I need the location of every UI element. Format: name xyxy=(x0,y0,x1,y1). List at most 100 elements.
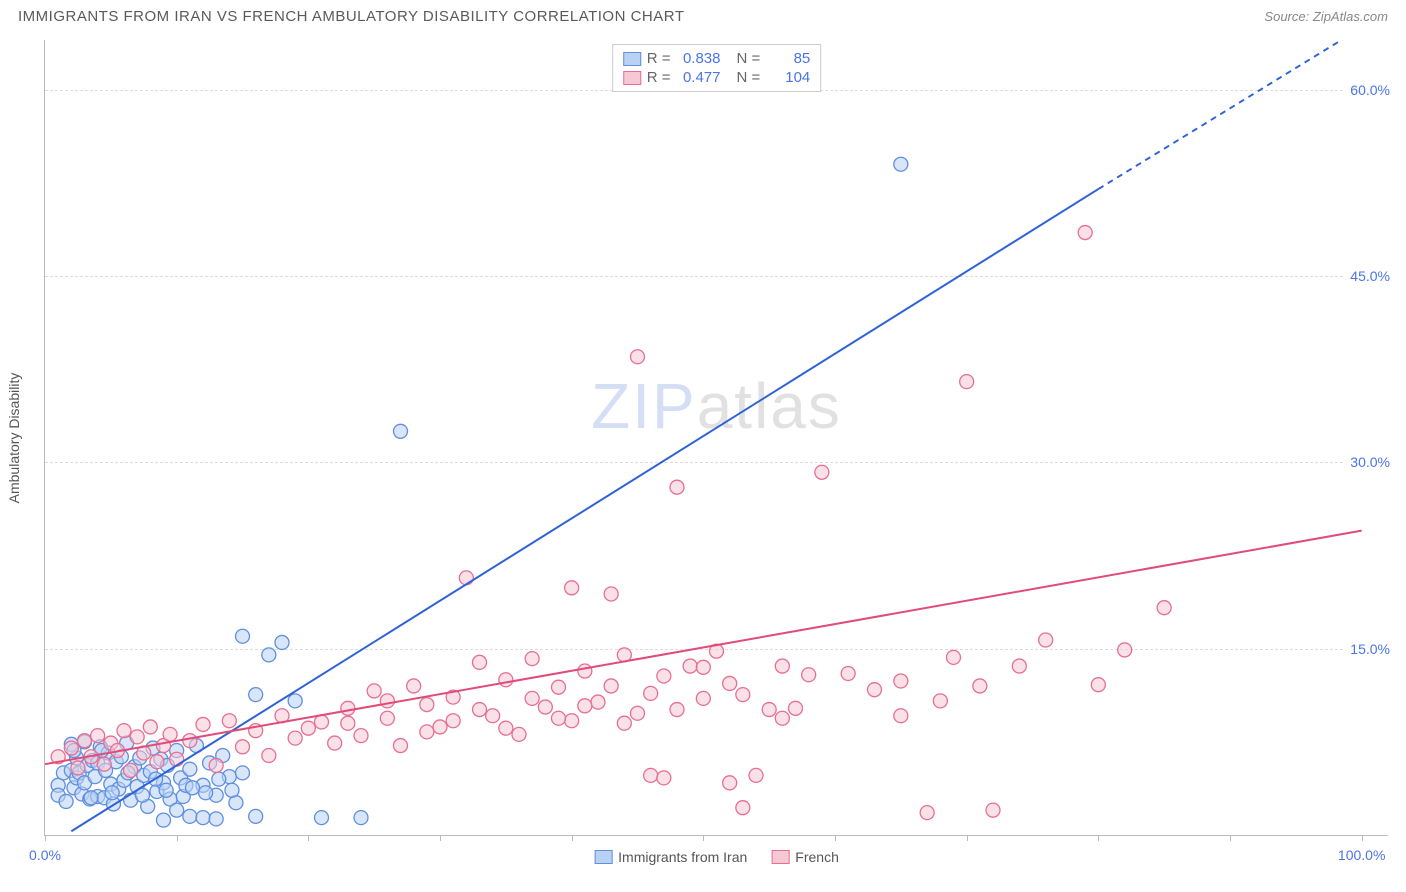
data-point xyxy=(185,781,199,795)
data-point xyxy=(105,786,119,800)
data-point xyxy=(262,648,276,662)
data-point xyxy=(157,813,171,827)
legend-item: French xyxy=(771,849,839,865)
data-point xyxy=(591,695,605,709)
data-point xyxy=(499,673,513,687)
x-tick xyxy=(177,835,178,841)
data-point xyxy=(565,714,579,728)
trend-line xyxy=(45,531,1362,765)
data-point xyxy=(236,766,250,780)
data-point xyxy=(341,716,355,730)
data-point xyxy=(894,709,908,723)
x-tick xyxy=(45,835,46,841)
data-point xyxy=(1039,633,1053,647)
stats-r-label: R = xyxy=(647,50,671,67)
data-point xyxy=(604,679,618,693)
trend-line-extrapolated xyxy=(1098,40,1361,189)
data-point xyxy=(762,703,776,717)
data-point xyxy=(894,674,908,688)
bottom-legend: Immigrants from Iran French xyxy=(594,849,839,865)
data-point xyxy=(124,763,138,777)
data-point xyxy=(249,688,263,702)
data-point xyxy=(71,761,85,775)
data-point xyxy=(407,679,421,693)
data-point xyxy=(960,375,974,389)
data-point xyxy=(552,680,566,694)
data-point xyxy=(696,691,710,705)
data-point xyxy=(775,711,789,725)
data-point xyxy=(170,752,184,766)
data-point xyxy=(538,700,552,714)
data-point xyxy=(367,684,381,698)
data-point xyxy=(183,809,197,823)
data-point xyxy=(275,635,289,649)
plot-area: ZIPatlas R =0.838N =85R =0.477N =104 Imm… xyxy=(44,40,1388,836)
x-tick-label-min: 0.0% xyxy=(29,847,61,863)
data-point xyxy=(288,731,302,745)
x-tick xyxy=(967,835,968,841)
data-point xyxy=(236,740,250,754)
data-point xyxy=(973,679,987,693)
data-point xyxy=(525,652,539,666)
data-point xyxy=(894,157,908,171)
stats-n-label: N = xyxy=(737,50,761,67)
data-point xyxy=(617,716,631,730)
data-point xyxy=(631,706,645,720)
x-tick xyxy=(572,835,573,841)
x-tick xyxy=(308,835,309,841)
data-point xyxy=(84,791,98,805)
data-point xyxy=(736,801,750,815)
data-point xyxy=(196,811,210,825)
data-point xyxy=(775,659,789,673)
legend-label: Immigrants from Iran xyxy=(618,849,747,865)
source-label: Source: xyxy=(1264,9,1309,24)
data-point xyxy=(525,691,539,705)
data-point xyxy=(670,703,684,717)
data-point xyxy=(657,669,671,683)
data-point xyxy=(143,720,157,734)
data-point xyxy=(736,688,750,702)
data-point xyxy=(315,715,329,729)
trend-line xyxy=(71,189,1098,831)
data-point xyxy=(170,803,184,817)
data-point xyxy=(947,650,961,664)
data-point xyxy=(696,660,710,674)
stats-r-value: 0.838 xyxy=(677,50,721,67)
x-tick xyxy=(440,835,441,841)
stats-swatch xyxy=(623,71,641,85)
data-point xyxy=(1091,678,1105,692)
stats-n-value: 85 xyxy=(766,50,810,67)
stats-row: R = 0.838 N = 85 xyxy=(623,49,811,68)
data-point xyxy=(341,701,355,715)
data-point xyxy=(225,783,239,797)
data-point xyxy=(578,699,592,713)
data-point xyxy=(473,703,487,717)
legend-label: French xyxy=(795,849,839,865)
data-point xyxy=(815,465,829,479)
x-tick-label-max: 100.0% xyxy=(1338,847,1385,863)
data-point xyxy=(212,772,226,786)
data-point xyxy=(1157,601,1171,615)
data-point xyxy=(446,714,460,728)
data-point xyxy=(723,776,737,790)
data-point xyxy=(199,786,213,800)
data-point xyxy=(486,709,500,723)
data-point xyxy=(1012,659,1026,673)
data-point xyxy=(380,711,394,725)
data-point xyxy=(64,741,78,755)
stats-n-label: N = xyxy=(737,69,761,86)
chart-area: Ambulatory Disability ZIPatlas R =0.838N… xyxy=(44,40,1388,836)
data-point xyxy=(380,694,394,708)
data-point xyxy=(841,667,855,681)
data-point xyxy=(262,749,276,763)
data-point xyxy=(802,668,816,682)
data-point xyxy=(236,629,250,643)
data-point xyxy=(222,714,236,728)
data-point xyxy=(723,676,737,690)
plot-svg xyxy=(45,40,1388,835)
source-name: ZipAtlas.com xyxy=(1313,9,1388,24)
data-point xyxy=(749,768,763,782)
data-point xyxy=(644,686,658,700)
x-tick xyxy=(1362,835,1363,841)
data-point xyxy=(473,655,487,669)
